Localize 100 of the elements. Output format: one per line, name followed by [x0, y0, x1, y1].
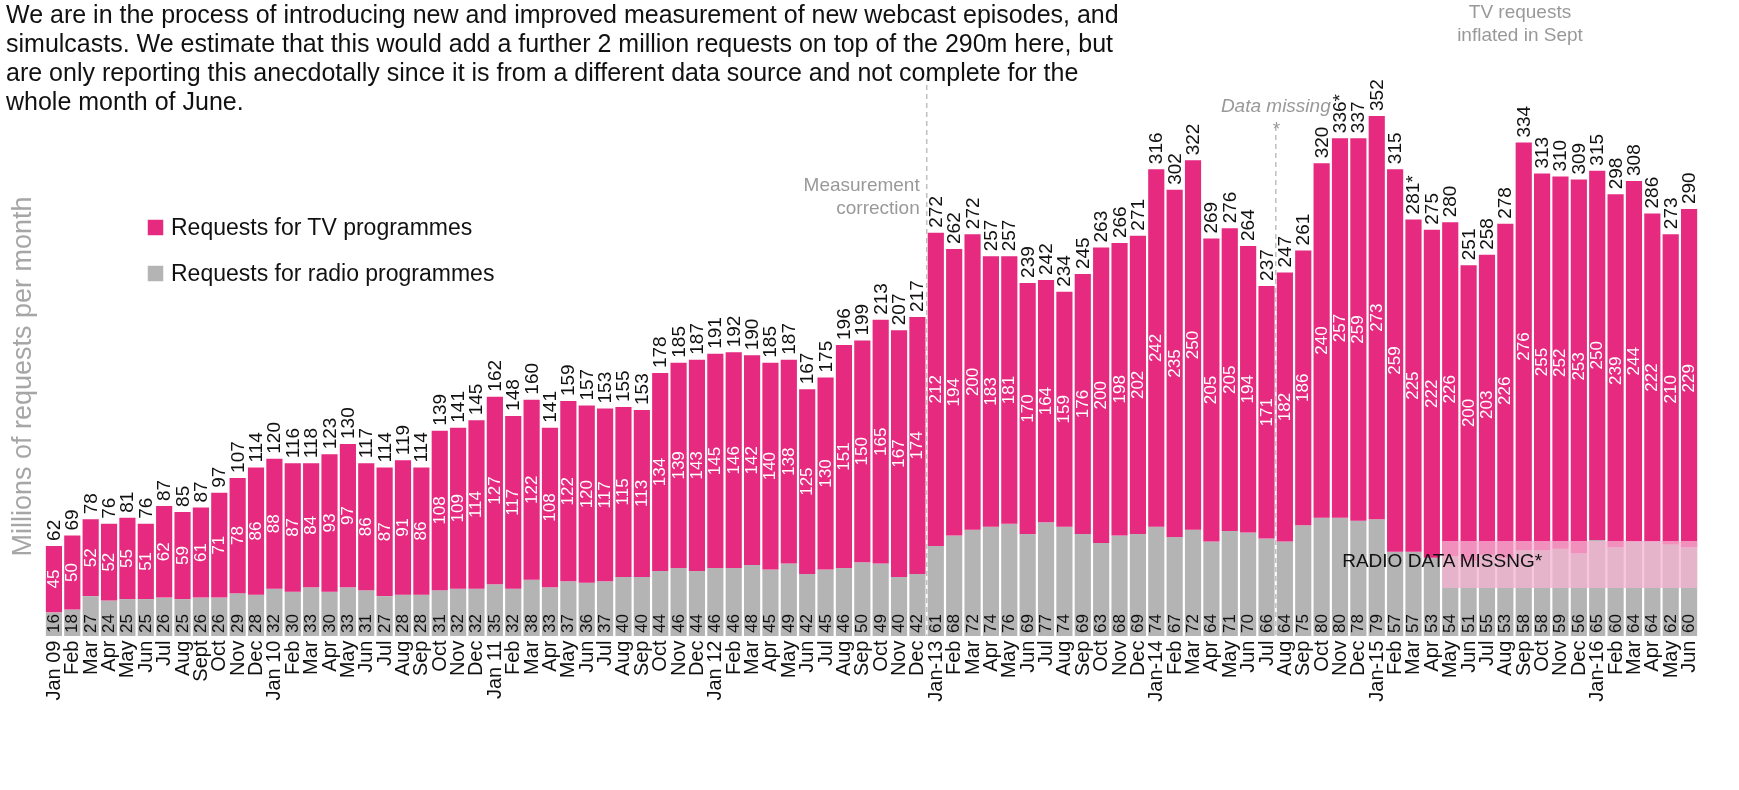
- data-label: 80: [1330, 614, 1349, 633]
- data-label: 69: [1127, 614, 1147, 633]
- data-label: 183: [980, 377, 1000, 406]
- legend-label: Requests for radio programmes: [171, 259, 495, 286]
- data-label: 61: [925, 614, 945, 633]
- data-label: 52: [99, 552, 119, 572]
- data-label: 28: [393, 614, 412, 633]
- data-label: 145: [705, 446, 725, 476]
- data-label: 77: [1036, 614, 1056, 633]
- data-label: 64: [1623, 614, 1643, 633]
- data-label: 16: [43, 614, 63, 633]
- data-label: 25: [135, 614, 155, 633]
- data-label: 222: [1642, 363, 1662, 392]
- data-label: 60: [1679, 614, 1699, 633]
- data-label: 26: [209, 614, 229, 633]
- data-label: 46: [705, 614, 725, 633]
- data-label: 122: [558, 477, 578, 506]
- total-label: 261: [1292, 213, 1314, 246]
- data-label: 67: [1164, 614, 1184, 633]
- data-label: 71: [209, 535, 229, 555]
- data-label: 80: [1311, 614, 1331, 633]
- data-label: 68: [944, 614, 964, 633]
- data-label: 65: [1587, 614, 1607, 633]
- data-label: 255: [1532, 347, 1552, 377]
- data-label: 27: [374, 614, 394, 633]
- data-label: 202: [1127, 370, 1147, 400]
- data-label: 72: [962, 614, 982, 633]
- data-label: 229: [1679, 364, 1699, 393]
- data-label: 242: [1146, 333, 1166, 363]
- data-label: 33: [539, 614, 559, 633]
- data-label: 170: [1017, 394, 1037, 423]
- data-label: 87: [374, 522, 394, 542]
- data-label: 225: [1403, 371, 1423, 400]
- total-label: 196: [832, 308, 854, 340]
- data-label: 239: [1605, 356, 1625, 386]
- data-label: 37: [595, 614, 615, 633]
- data-label: 50: [852, 614, 872, 633]
- data-label: 57: [1385, 614, 1405, 633]
- total-label: 315: [1384, 132, 1406, 165]
- data-label: 142: [742, 446, 762, 475]
- data-label: 46: [668, 614, 688, 633]
- data-label: 62: [1660, 614, 1680, 633]
- data-label: 30: [282, 614, 302, 633]
- data-label: 130: [815, 459, 835, 488]
- data-label: 28: [411, 614, 431, 633]
- data-label: 203: [1476, 390, 1496, 419]
- data-label: 109: [448, 494, 468, 523]
- data-label: 93: [319, 513, 339, 533]
- data-label: 250: [1587, 341, 1607, 370]
- data-label: 91: [393, 517, 412, 537]
- data-label: 50: [62, 563, 82, 582]
- data-label: 71: [1219, 614, 1239, 633]
- ref-line-label: Measurement correction: [803, 174, 921, 218]
- total-label: 278: [1494, 187, 1516, 219]
- data-label: 48: [742, 614, 762, 633]
- data-label: 31: [429, 614, 449, 633]
- data-label: 59: [172, 546, 192, 565]
- data-label: 30: [319, 614, 339, 633]
- y-axis-title: Millions of requests per month: [6, 196, 37, 557]
- data-label: 44: [686, 614, 706, 633]
- data-label: 84: [301, 515, 321, 535]
- data-label: 46: [833, 614, 853, 633]
- data-label: 108: [429, 496, 449, 525]
- data-label: 125: [797, 467, 817, 496]
- data-label: 74: [1054, 614, 1074, 633]
- data-label: 122: [521, 475, 541, 504]
- data-label: 127: [484, 476, 504, 505]
- total-label: 119: [392, 424, 413, 456]
- data-label: 194: [944, 378, 964, 407]
- data-label: 146: [723, 446, 743, 475]
- data-label: 45: [815, 614, 835, 633]
- data-label: 253: [1568, 352, 1588, 381]
- data-label: 51: [135, 551, 155, 571]
- data-label: 151: [833, 442, 853, 471]
- data-label: 59: [1550, 614, 1570, 633]
- data-label: 58: [1532, 614, 1552, 633]
- data-label: 240: [1311, 326, 1331, 355]
- data-label: 64: [1642, 614, 1662, 633]
- data-label: 108: [539, 493, 559, 522]
- data-label: 165: [870, 427, 890, 456]
- data-label: 86: [356, 517, 376, 537]
- data-label: 32: [466, 614, 486, 633]
- data-label: 44: [650, 614, 670, 633]
- data-label: 45: [760, 614, 780, 633]
- data-label: 18: [62, 614, 82, 633]
- data-label: 46: [723, 614, 743, 633]
- data-label: 235: [1164, 349, 1184, 378]
- data-label: 24: [99, 614, 119, 633]
- data-label: 79: [1366, 614, 1386, 633]
- data-label: 259: [1385, 346, 1405, 375]
- data-label: 143: [686, 451, 706, 480]
- data-label: 138: [778, 447, 798, 476]
- data-label: 88: [264, 514, 284, 534]
- data-label: 140: [760, 451, 780, 481]
- data-label: 181: [999, 375, 1019, 405]
- data-label: 31: [356, 614, 376, 633]
- data-label: 66: [1256, 614, 1276, 633]
- data-label: 25: [117, 614, 137, 633]
- data-label: 37: [558, 614, 578, 633]
- data-label: 86: [411, 521, 431, 541]
